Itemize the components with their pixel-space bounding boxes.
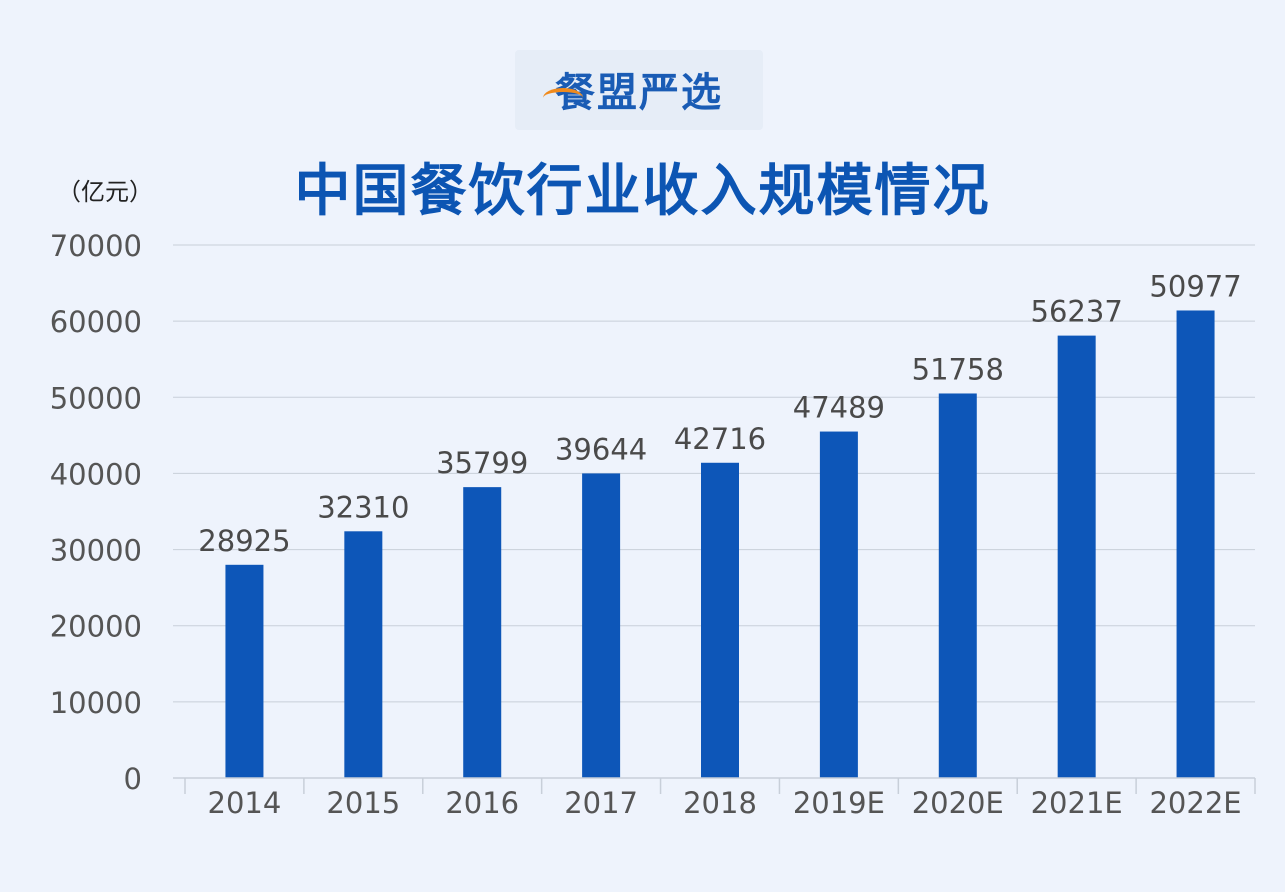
y-tick-label: 20000	[50, 610, 142, 644]
bar-value-label: 42716	[674, 422, 766, 456]
x-tick-label: 2019E	[793, 786, 885, 820]
bar-value-label: 39644	[555, 432, 647, 466]
bar	[938, 393, 977, 778]
y-axis-ticks: 0 10000 20000 30000 40000 50000 60000 70000	[50, 229, 142, 796]
y-tick-label: 60000	[50, 305, 142, 339]
y-tick-label: 0	[124, 762, 142, 796]
y-tick-label: 10000	[50, 686, 142, 720]
bar-value-label: 35799	[436, 446, 528, 480]
brand-logo-box: 餐盟严选	[515, 50, 763, 130]
bars	[225, 310, 1215, 778]
brand-logo-arc	[543, 88, 583, 108]
bar-value-label: 56237	[1031, 295, 1123, 329]
x-tick-label: 2015	[326, 786, 400, 820]
x-tick-label: 2016	[445, 786, 519, 820]
bar-value-label: 28925	[198, 524, 290, 558]
bar	[819, 431, 858, 778]
bar-value-label: 51758	[912, 352, 1004, 386]
chart-title: 中国餐饮行业收入规模情况	[294, 159, 991, 224]
x-axis	[173, 777, 1256, 794]
y-tick-label: 30000	[50, 534, 142, 568]
bar-value-label: 47489	[793, 391, 885, 425]
bar-value-label: 50977	[1149, 269, 1241, 303]
bar	[701, 462, 739, 778]
y-axis-unit-label: （亿元）	[57, 178, 153, 206]
x-tick-label: 2017	[564, 786, 638, 820]
bar-value-labels: 28925 32310 35799 39644 42716 47489 51758 56237…	[198, 269, 1241, 557]
bar	[1176, 310, 1215, 778]
y-tick-label: 70000	[50, 229, 142, 263]
bar-value-label: 32310	[317, 490, 409, 524]
x-tick-label: 2018	[683, 786, 757, 820]
x-tick-label: 2020E	[912, 786, 1004, 820]
x-tick-label: 2022E	[1149, 786, 1241, 820]
bar	[344, 531, 383, 778]
x-tick-label: 2021E	[1031, 786, 1123, 820]
bar	[1057, 335, 1096, 778]
x-axis-ticks: 2014 2015 2016 2017 2018 2019E 2020E 2021E 2022E	[208, 786, 1242, 820]
bar	[582, 473, 621, 778]
y-tick-label: 40000	[50, 457, 142, 491]
bar	[225, 564, 264, 778]
brand-logo-text: 餐盟严选	[555, 70, 723, 116]
bar	[463, 487, 502, 778]
y-tick-label: 50000	[50, 381, 142, 415]
x-tick-label: 2014	[208, 786, 282, 820]
